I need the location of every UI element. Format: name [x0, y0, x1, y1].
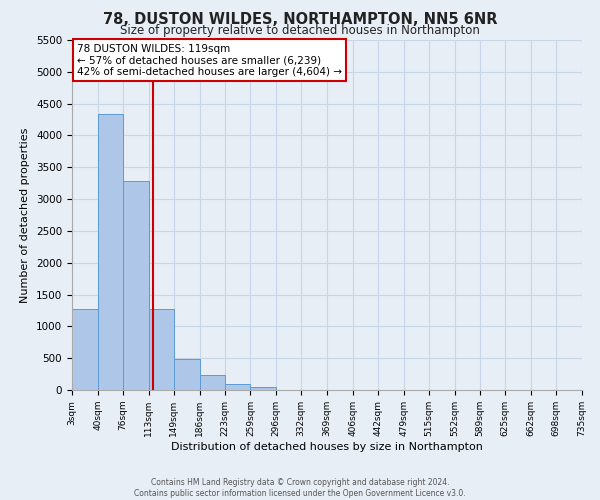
X-axis label: Distribution of detached houses by size in Northampton: Distribution of detached houses by size … — [171, 442, 483, 452]
Bar — [225, 384, 250, 390]
Bar — [98, 114, 123, 390]
Bar — [72, 309, 98, 390]
Text: Size of property relative to detached houses in Northampton: Size of property relative to detached ho… — [120, 24, 480, 37]
Bar — [199, 376, 225, 390]
Text: Contains HM Land Registry data © Crown copyright and database right 2024.
Contai: Contains HM Land Registry data © Crown c… — [134, 478, 466, 498]
Text: 78 DUSTON WILDES: 119sqm
← 57% of detached houses are smaller (6,239)
42% of sem: 78 DUSTON WILDES: 119sqm ← 57% of detach… — [77, 44, 342, 76]
Bar — [149, 308, 174, 390]
Bar — [174, 360, 199, 390]
Bar — [123, 180, 149, 390]
Y-axis label: Number of detached properties: Number of detached properties — [20, 128, 31, 302]
Text: 78, DUSTON WILDES, NORTHAMPTON, NN5 6NR: 78, DUSTON WILDES, NORTHAMPTON, NN5 6NR — [103, 12, 497, 28]
Bar — [250, 387, 276, 390]
